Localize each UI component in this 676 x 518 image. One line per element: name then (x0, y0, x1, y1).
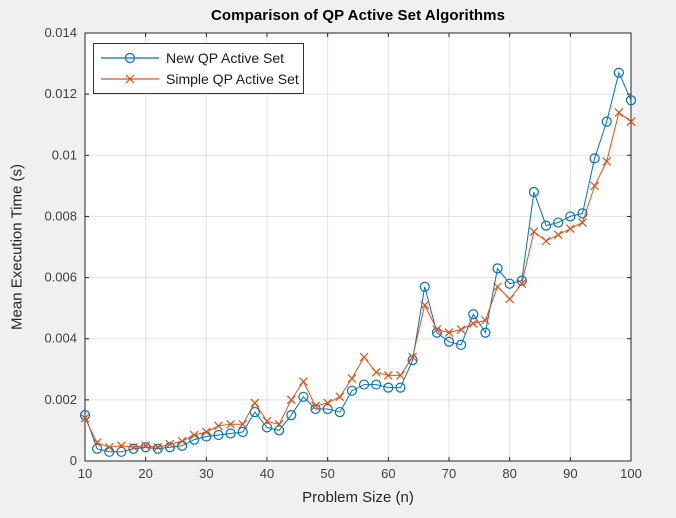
x-tick-label: 40 (260, 466, 274, 481)
legend-label: New QP Active Set (166, 49, 285, 66)
legend-line-circle-marker-icon (101, 52, 159, 63)
y-tick-label: 0.012 (44, 86, 77, 101)
y-tick-label: 0.004 (44, 331, 77, 346)
y-tick-label: 0.008 (44, 208, 77, 223)
chart-title: Comparison of QP Active Set Algorithms (210, 7, 506, 24)
y-tick-label: 0.014 (44, 25, 77, 40)
x-tick-label: 60 (381, 466, 395, 481)
x-tick-label: 20 (138, 466, 152, 481)
y-tick-label: 0.006 (44, 270, 77, 285)
x-axis-label: Problem Size (n) (302, 489, 414, 506)
series-new-qp (79, 67, 637, 457)
y-axis-label: Mean Execution Time (s) (8, 164, 26, 330)
x-tick-label: 100 (620, 466, 642, 481)
x-tick-label: 30 (199, 466, 213, 481)
y-tick-label: 0.002 (44, 392, 77, 407)
x-tick-label: 10 (78, 466, 92, 481)
legend-entry-new-qp: New QP Active Set (94, 47, 303, 68)
x-tick-label: 50 (320, 466, 334, 481)
x-tick-label: 70 (442, 466, 456, 481)
legend-box: New QP Active Set Simple QP Active Set (93, 43, 304, 94)
legend-line-x-marker-icon (101, 74, 159, 83)
series-simple-qp (80, 108, 636, 452)
x-tick-label: 90 (563, 466, 577, 481)
legend-entry-simple-qp: Simple QP Active Set (94, 68, 303, 89)
y-tick-label: 0 (70, 453, 77, 468)
x-tick-label: 80 (502, 466, 516, 481)
y-tick-label: 0.01 (52, 147, 77, 162)
legend-label: Simple QP Active Set (166, 70, 299, 87)
